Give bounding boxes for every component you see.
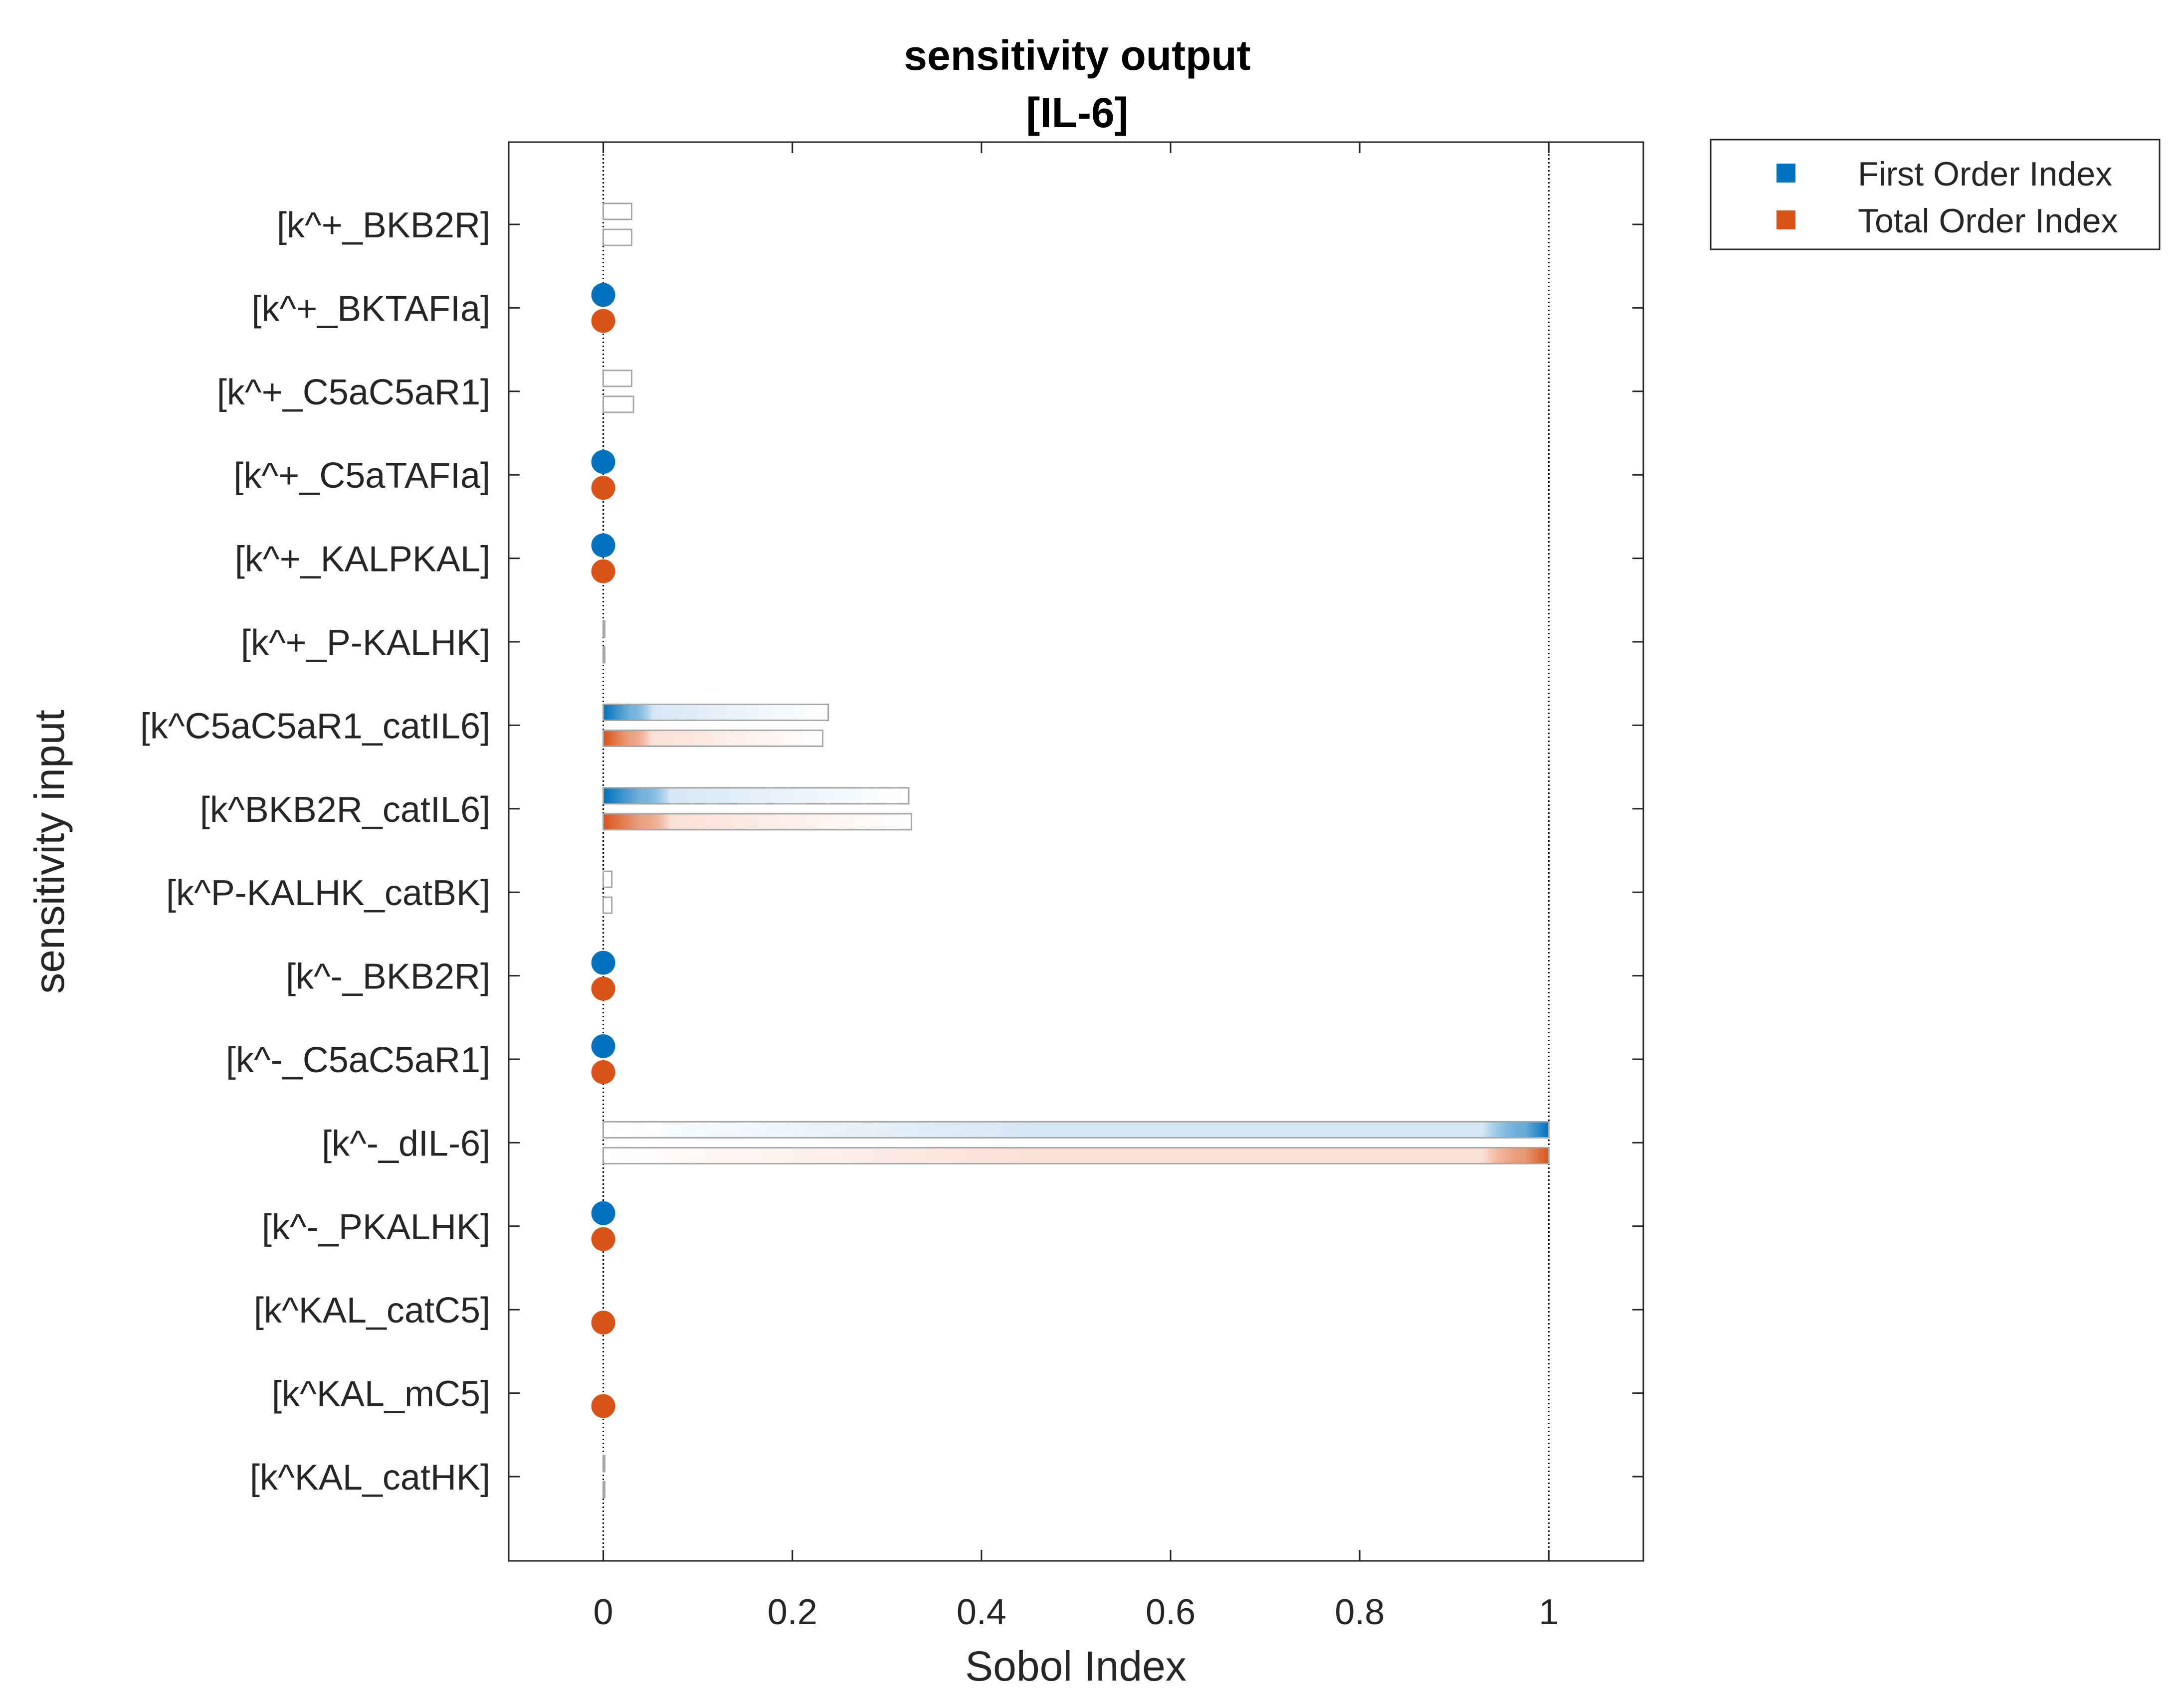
y-tick-label: [k^-_dIL-6] xyxy=(322,1124,490,1163)
first-order-bar xyxy=(602,1455,606,1473)
first-order-dot xyxy=(591,450,615,474)
data-marks xyxy=(591,202,1550,1499)
x-tick-label: 0.2 xyxy=(768,1592,817,1632)
chart-subtitle: [IL-6] xyxy=(1026,89,1128,136)
x-tick-label: 1 xyxy=(1539,1592,1559,1632)
x-tick-labels: 0 0.2 0.4 0.6 0.8 1 xyxy=(593,1592,1559,1632)
total-order-dot xyxy=(591,559,615,583)
legend-label-first-order: First Order Index xyxy=(1858,155,2112,193)
y-tick-label: [k^+_C5aC5aR1] xyxy=(217,373,490,412)
x-tick-label: 0.4 xyxy=(957,1592,1006,1632)
total-order-bar xyxy=(602,1481,606,1499)
total-order-bar xyxy=(602,228,632,246)
total-order-bar xyxy=(602,896,613,914)
first-order-bar xyxy=(602,202,632,220)
total-order-dot xyxy=(591,1394,615,1418)
total-order-dot xyxy=(591,976,615,1001)
chart-title: sensitivity output xyxy=(904,32,1250,79)
y-tick-label: [k^+_BKB2R] xyxy=(277,205,490,245)
legend-box xyxy=(1710,139,2161,250)
y-tick-label: [k^+_P-KALHK] xyxy=(241,623,490,663)
x-tick-label: 0.6 xyxy=(1146,1592,1195,1632)
x-tick-label: 0.8 xyxy=(1335,1592,1385,1632)
total-order-dot xyxy=(591,1311,615,1335)
y-tick-label: [k^+_BKTAFIa] xyxy=(251,289,490,329)
first-order-dot xyxy=(591,950,615,975)
total-order-bar xyxy=(602,813,913,831)
plot-area xyxy=(508,141,1644,1562)
first-order-bar xyxy=(602,620,606,638)
first-order-dot xyxy=(591,283,615,307)
y-tick-label: [k^KAL_catC5] xyxy=(254,1291,490,1330)
legend-swatch-first-order xyxy=(1777,164,1795,183)
y-tick-label: [k^+_C5aTAFIa] xyxy=(233,456,490,496)
total-order-bar xyxy=(602,395,634,413)
first-order-bar xyxy=(602,787,910,805)
y-tick-label: [k^-_PKALHK] xyxy=(262,1207,490,1247)
y-tick-label: [k^BKB2R_catIL6] xyxy=(200,790,490,830)
x-axis-label: Sobol Index xyxy=(965,1643,1187,1690)
y-tick-label: [k^+_KALPKAL] xyxy=(235,540,490,579)
first-order-dot xyxy=(591,1034,615,1058)
legend-label-total-order: Total Order Index xyxy=(1858,202,2118,240)
x-tick-label: 0 xyxy=(593,1592,613,1632)
total-order-dot xyxy=(591,476,615,500)
total-order-bar xyxy=(602,729,823,747)
legend: First Order Index Total Order Index xyxy=(1710,139,2161,250)
y-tick-label: [k^C5aC5aR1_catIL6] xyxy=(140,706,490,746)
total-order-bar xyxy=(602,1146,1550,1164)
first-order-dot xyxy=(591,1201,615,1225)
first-order-bar xyxy=(602,870,613,888)
y-tick-labels: [k^+_BKB2R] [k^+_BKTAFIa] [k^+_C5aC5aR1] [k… xyxy=(140,205,490,1498)
y-axis-label: sensitivity input xyxy=(26,710,73,994)
total-order-dot xyxy=(591,1227,615,1251)
y-tick-label: [k^KAL_catHK] xyxy=(250,1458,490,1498)
y-tick-label: [k^-_BKB2R] xyxy=(286,957,490,997)
legend-swatch-total-order xyxy=(1777,210,1795,229)
total-order-dot xyxy=(591,309,615,333)
y-tick-label: [k^KAL_mC5] xyxy=(272,1374,490,1414)
total-order-bar xyxy=(602,646,606,664)
first-order-bar xyxy=(602,370,632,387)
first-order-dot xyxy=(591,533,615,558)
y-tick-label: [k^P-KALHK_catBK] xyxy=(166,873,490,913)
total-order-dot xyxy=(591,1060,615,1084)
axis-ticks xyxy=(509,142,1643,1561)
first-order-bar xyxy=(602,703,829,721)
first-order-bar xyxy=(602,1121,1550,1139)
y-tick-label: [k^-_C5aC5aR1] xyxy=(226,1040,490,1080)
